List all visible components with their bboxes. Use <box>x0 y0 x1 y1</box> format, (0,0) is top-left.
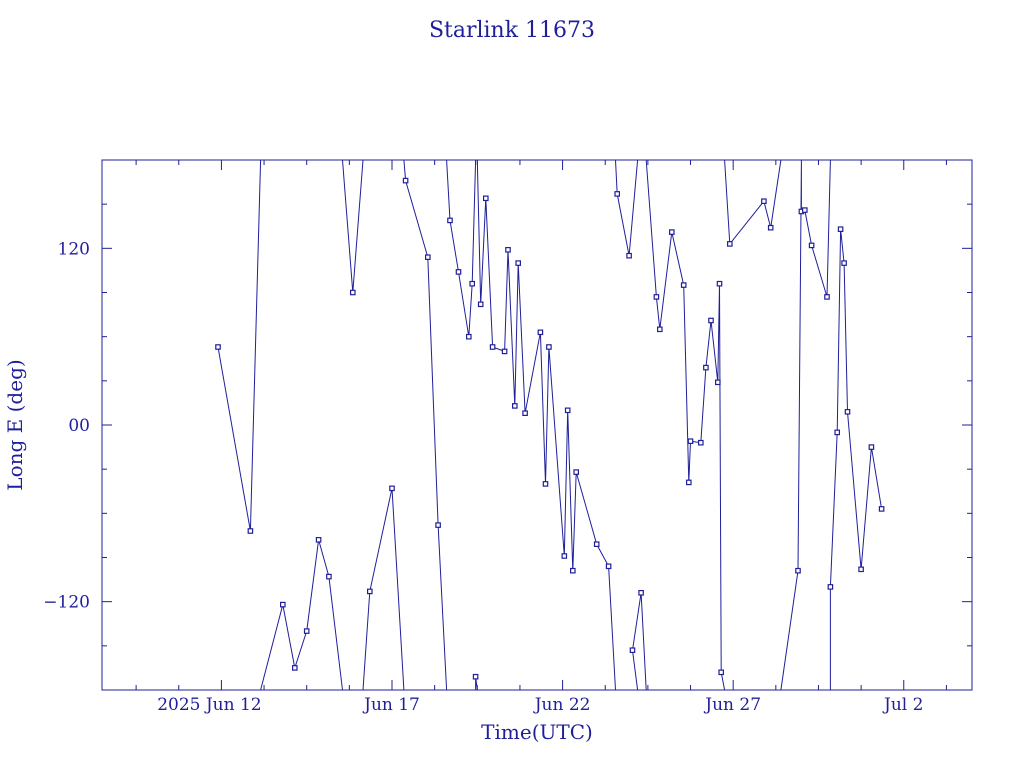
data-point <box>477 301 484 308</box>
series-line <box>645 159 726 691</box>
y-tick-labels: 120 00 −120 <box>43 239 90 612</box>
x-tick-label: 2025 Jun 12 <box>157 695 261 715</box>
data-point <box>489 344 496 350</box>
data-point <box>466 333 472 340</box>
y-tick-label: 120 <box>58 239 90 259</box>
axis-ticks <box>102 159 972 691</box>
data-point <box>858 566 864 573</box>
series-line <box>724 159 782 246</box>
y-axis-label: Long E (deg) <box>3 359 27 490</box>
x-axis-label: Time(UTC) <box>481 720 593 744</box>
data-point <box>561 553 568 559</box>
data-point <box>795 567 801 574</box>
series-line <box>362 488 405 691</box>
data-point <box>280 601 286 608</box>
series-line <box>829 229 883 690</box>
data-point <box>844 409 851 415</box>
data-point <box>511 403 518 409</box>
data-point <box>767 224 774 231</box>
data-point <box>326 573 332 580</box>
data-point <box>629 647 636 654</box>
x-tick-label: Jun 22 <box>533 695 591 715</box>
data-point <box>247 528 254 534</box>
data-point <box>680 282 687 288</box>
data-point <box>292 665 298 671</box>
series-line <box>780 159 831 691</box>
data-point <box>685 479 692 486</box>
data-point <box>435 522 441 528</box>
data-point <box>808 242 815 249</box>
data-point <box>546 344 552 350</box>
data-point <box>469 280 476 287</box>
data-point <box>761 198 767 205</box>
series-line <box>476 159 616 691</box>
x-tick-labels: 2025 Jun 12 Jun 17 Jun 22 Jun 27 Jul 2 <box>157 695 923 715</box>
data-point <box>505 247 511 253</box>
data-point <box>697 439 704 446</box>
data-point <box>653 294 660 300</box>
data-point <box>564 407 571 414</box>
series-line <box>631 592 647 691</box>
series-line <box>403 159 448 691</box>
data-point <box>501 348 508 355</box>
data-point <box>614 191 621 197</box>
data-point <box>472 673 479 680</box>
y-tick-label: 00 <box>68 416 90 436</box>
data-point <box>593 541 600 548</box>
data-point <box>703 364 709 371</box>
data-point <box>718 669 725 676</box>
series-line <box>342 159 364 293</box>
data-point <box>668 229 675 235</box>
data-point <box>824 294 830 300</box>
chart-title: Starlink 11673 <box>429 18 595 43</box>
data-point <box>537 329 544 336</box>
series-line <box>217 159 262 532</box>
data-point <box>605 563 612 570</box>
data-point <box>708 317 714 324</box>
data-point <box>687 438 694 445</box>
data-point <box>402 177 409 184</box>
x-tick-label: Jul 2 <box>882 695 923 715</box>
data-point <box>515 260 522 266</box>
data-point <box>837 226 844 233</box>
data-point <box>638 589 644 596</box>
data-point <box>801 207 808 213</box>
data-point <box>367 588 373 595</box>
data-point <box>425 254 431 261</box>
data-point <box>573 469 580 475</box>
data-point <box>714 379 721 386</box>
data-point <box>626 252 632 259</box>
data-point <box>726 241 733 247</box>
data-point <box>716 280 723 287</box>
x-tick-label: Jun 17 <box>362 695 420 715</box>
data-point <box>656 326 663 333</box>
x-tick-label: Jun 27 <box>703 695 761 715</box>
data-point <box>834 429 841 436</box>
series-line <box>260 539 343 691</box>
y-tick-label: −120 <box>43 593 90 613</box>
data-point <box>447 217 453 224</box>
data-point <box>389 485 395 492</box>
plot-area <box>215 159 885 691</box>
data-point <box>303 628 310 634</box>
data-point <box>868 444 875 450</box>
data-point <box>350 289 356 296</box>
data-point <box>483 195 489 202</box>
data-point <box>569 567 576 574</box>
data-point <box>215 344 221 350</box>
data-point <box>542 481 549 487</box>
series-line <box>446 159 477 337</box>
data-point <box>827 584 834 590</box>
data-point <box>455 269 462 275</box>
data-point <box>878 506 885 512</box>
series-line <box>615 159 639 256</box>
data-point <box>522 410 528 417</box>
data-point <box>841 260 847 266</box>
data-point <box>315 536 322 543</box>
